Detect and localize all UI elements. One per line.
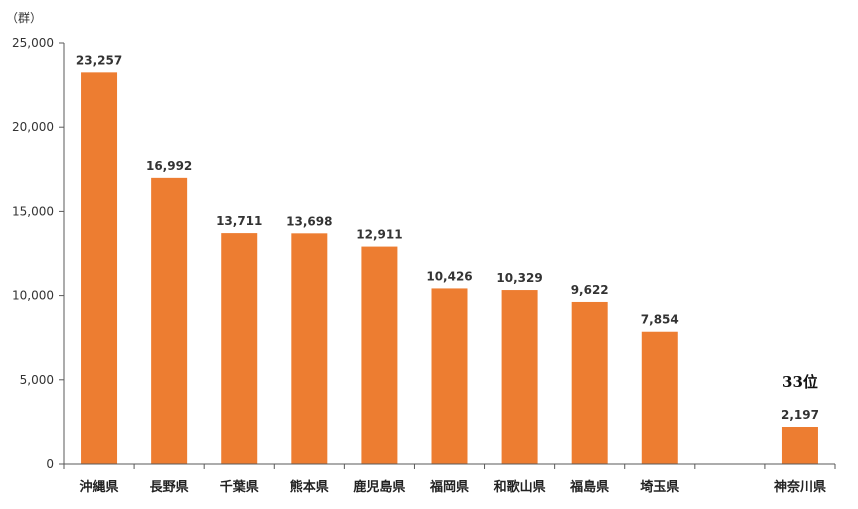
category-label: 鹿児島県: [353, 479, 405, 495]
data-label: 13,698: [286, 214, 332, 228]
y-tick-label: 15,000: [12, 204, 54, 218]
bar: [641, 331, 678, 464]
data-labels-group: 23,257 16,992 13,711 13,698 12,911 10,426 10,3…: [76, 53, 819, 422]
bar: [501, 290, 538, 464]
category-label: 千葉県: [220, 479, 259, 495]
bar: [431, 288, 468, 464]
bar: [361, 246, 398, 464]
data-label: 12,911: [356, 228, 402, 242]
data-label: 10,426: [426, 269, 472, 283]
data-label: 23,257: [76, 53, 122, 67]
bar: [291, 233, 328, 464]
category-label: 埼玉県: [640, 479, 679, 495]
category-label: 福島県: [569, 479, 609, 495]
category-label: 沖縄県: [80, 479, 119, 495]
category-labels-group: 沖縄県 長野県 千葉県 熊本県 鹿児島県 福岡県 和歌山県 福島県 埼玉県 神奈川県: [80, 479, 826, 495]
bar: [571, 301, 608, 464]
category-label: 神奈川県: [774, 479, 826, 495]
bars-group: [81, 72, 818, 465]
y-tick-label: 10,000: [12, 289, 54, 303]
y-tick-label: 0: [46, 457, 54, 471]
bar: [221, 233, 258, 464]
category-label: 福岡県: [429, 479, 469, 495]
bar: [781, 427, 818, 464]
bar: [81, 72, 118, 465]
rank-annotation: 33位: [782, 373, 818, 391]
category-label: 長野県: [150, 480, 189, 495]
category-label: 熊本県: [290, 479, 329, 495]
bar: [151, 177, 188, 464]
data-label: 7,854: [641, 313, 679, 327]
y-tick-label: 20,000: [12, 120, 54, 134]
data-label: 10,329: [496, 271, 542, 285]
y-axis-unit-label: （群）: [6, 11, 42, 25]
data-label: 9,622: [571, 283, 609, 297]
data-label: 2,197: [781, 408, 819, 422]
category-label: 和歌山県: [494, 479, 546, 495]
data-label: 13,711: [216, 214, 262, 228]
y-axis-ticks: 0 5,000 10,000 15,000 20,000 25,000: [12, 36, 836, 471]
data-label: 16,992: [146, 159, 192, 173]
y-tick-label: 25,000: [12, 36, 54, 50]
y-tick-label: 5,000: [20, 373, 54, 387]
